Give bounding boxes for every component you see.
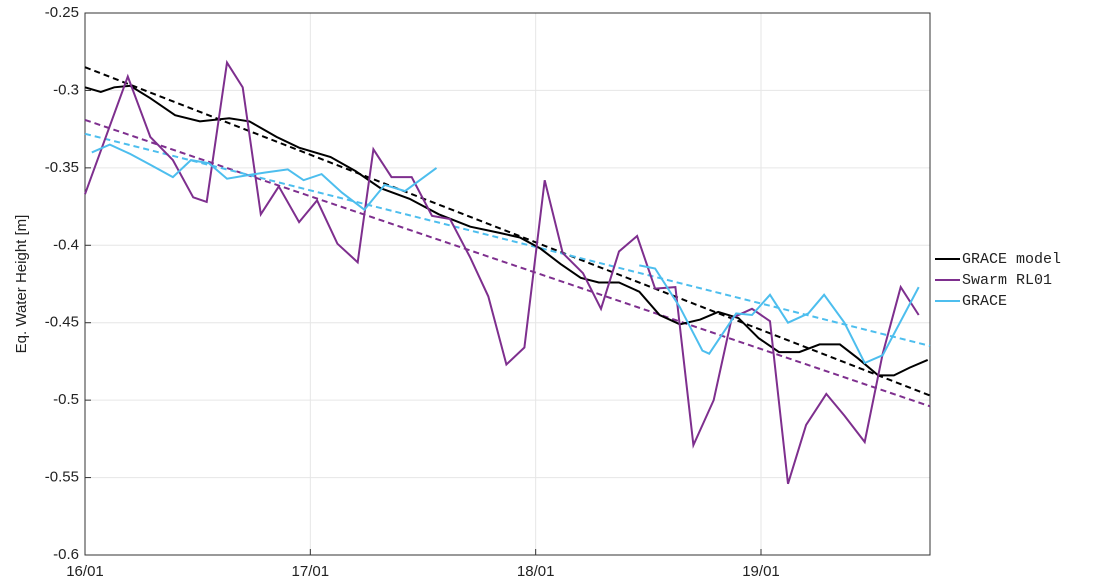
x-tick-label: 16/01 — [66, 563, 104, 580]
legend-label: GRACE — [962, 293, 1007, 310]
trend-line — [84, 118, 931, 408]
plot-frame — [84, 12, 931, 556]
y-tick-label: -0.25 — [45, 4, 79, 21]
y-tick-label: -0.55 — [45, 469, 79, 486]
x-tick-label: 19/01 — [742, 563, 780, 580]
y-tick-label: -0.6 — [53, 546, 79, 563]
y-tick-label: -0.35 — [45, 159, 79, 176]
series-line — [84, 59, 920, 485]
series-line — [91, 143, 920, 365]
y-axis-label: Eq. Water Height [m] — [13, 215, 30, 354]
plot-area — [85, 13, 930, 555]
y-tick-label: -0.5 — [53, 391, 79, 408]
x-tick-label: 17/01 — [292, 563, 330, 580]
series-line — [84, 84, 929, 377]
y-tick-label: -0.4 — [53, 236, 79, 253]
trend-line — [84, 66, 931, 397]
legend-label: Swarm RL01 — [962, 272, 1052, 289]
x-tick-label: 18/01 — [517, 563, 555, 580]
legend-label: GRACE model — [962, 251, 1061, 268]
y-tick-label: -0.45 — [45, 314, 79, 331]
y-tick-label: -0.3 — [53, 81, 79, 98]
trend-line — [84, 132, 931, 347]
